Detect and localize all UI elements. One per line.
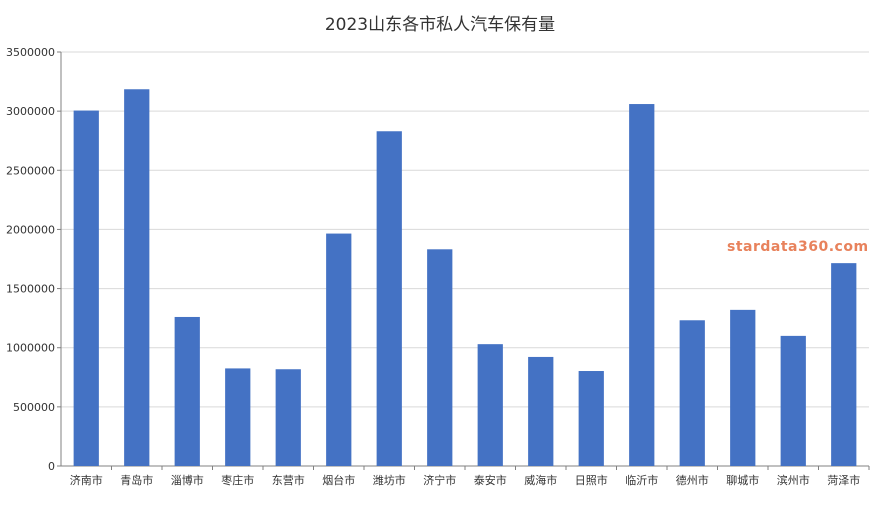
x-tick-label: 临沂市 xyxy=(625,473,658,487)
y-tick-label: 1500000 xyxy=(6,283,55,296)
watermark: stardata360.com xyxy=(727,239,869,255)
bar xyxy=(780,335,806,466)
bar xyxy=(376,131,402,466)
x-tick-label: 泰安市 xyxy=(474,473,507,487)
x-tick-label: 威海市 xyxy=(524,473,557,487)
x-tick-label: 济南市 xyxy=(70,473,103,487)
bar xyxy=(73,110,99,467)
x-tick-label: 德州市 xyxy=(676,473,709,487)
x-tick-label: 聊城市 xyxy=(726,473,759,487)
x-tick-label: 潍坊市 xyxy=(373,473,406,487)
y-tick-label: 3500000 xyxy=(6,46,55,59)
x-tick-label: 枣庄市 xyxy=(221,473,254,487)
bar xyxy=(326,233,352,466)
bar xyxy=(730,309,756,466)
x-tick-label: 青岛市 xyxy=(120,473,153,487)
x-tick-label: 烟台市 xyxy=(322,473,355,487)
x-tick-label: 淄博市 xyxy=(171,473,204,487)
bar xyxy=(124,89,150,466)
bar xyxy=(275,369,301,466)
y-tick-label: 0 xyxy=(48,460,55,473)
bar xyxy=(427,249,453,466)
bar xyxy=(629,104,655,466)
bar xyxy=(679,320,705,466)
bar xyxy=(528,356,554,466)
x-tick-label: 东营市 xyxy=(272,473,305,487)
y-tick-label: 3000000 xyxy=(6,105,55,118)
x-tick-label: 日照市 xyxy=(575,473,608,487)
y-tick-label: 2500000 xyxy=(6,164,55,177)
y-tick-label: 1000000 xyxy=(6,342,55,355)
chart-title: 2023山东各市私人汽车保有量 xyxy=(324,15,556,35)
bar xyxy=(174,316,200,466)
y-tick-label: 500000 xyxy=(13,401,55,414)
bar xyxy=(578,371,604,466)
x-tick-label: 菏泽市 xyxy=(827,473,860,487)
y-tick-label: 2000000 xyxy=(6,223,55,236)
x-tick-label: 济宁市 xyxy=(423,473,456,487)
bar xyxy=(225,368,251,466)
bar xyxy=(477,344,503,466)
x-tick-label: 滨州市 xyxy=(777,473,810,487)
bar xyxy=(831,263,857,466)
